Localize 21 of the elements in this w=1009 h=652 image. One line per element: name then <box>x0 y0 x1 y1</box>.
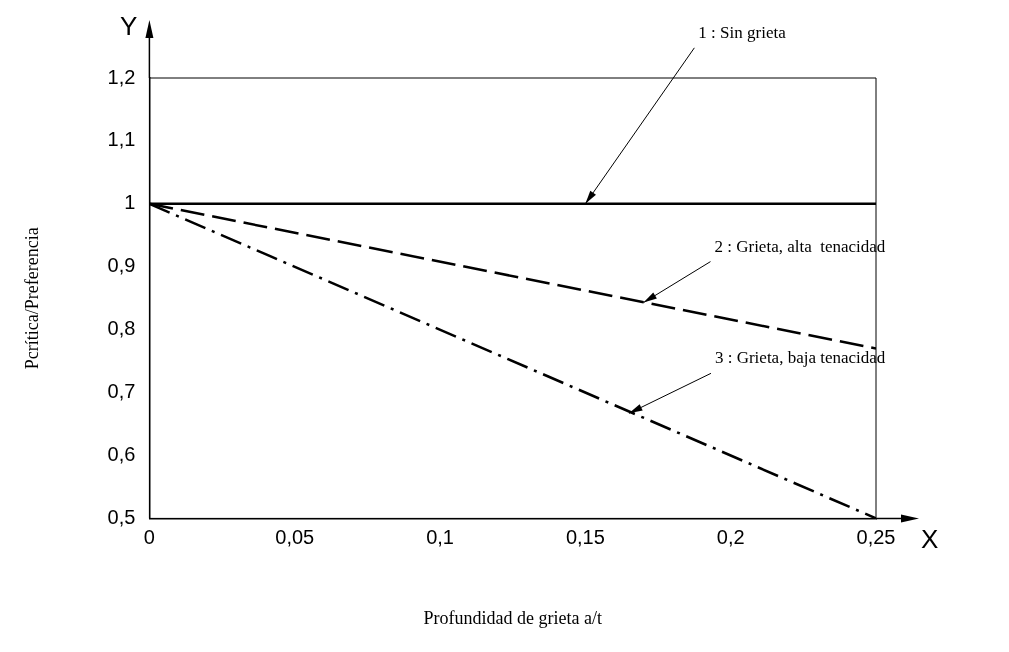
y-tick-label: 1,2 <box>107 65 136 88</box>
annotation: 2 : Grieta, alta tenacidad <box>714 236 886 256</box>
x-tick-label: 0,1 <box>426 525 454 548</box>
x-tick-label: 0 <box>143 525 155 548</box>
text: X <box>921 523 939 554</box>
y-tick-label: 0,7 <box>107 380 136 403</box>
text: Y <box>120 11 138 42</box>
y-tick-label: 0,8 <box>107 317 136 340</box>
y-tick-label: 1,1 <box>107 128 136 151</box>
y-tick-label: 1 <box>124 191 136 214</box>
x-tick-label: 0,15 <box>565 525 605 548</box>
y-tick-label: 0,9 <box>107 254 136 277</box>
y-tick-label: 0,6 <box>107 443 136 465</box>
x-tick-label: 0,25 <box>856 525 896 548</box>
y-axis-title: Pcrítica/Preferencia <box>21 227 42 370</box>
x-axis-title: Profundidad de grieta a/t <box>423 607 602 628</box>
annotation: 1 : Sin grieta <box>698 22 787 42</box>
x-tick-label: 0,05 <box>275 525 315 548</box>
x-tick-label: 0,2 <box>716 525 745 548</box>
annotation: 3 : Grieta, baja tenacidad <box>714 348 886 368</box>
y-tick-label: 0,5 <box>107 505 136 528</box>
